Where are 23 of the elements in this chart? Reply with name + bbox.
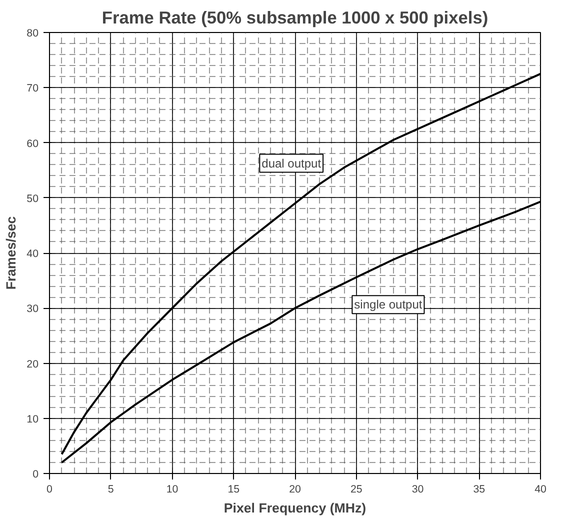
series-label: dual output (262, 156, 322, 170)
y-tick-label: 70 (26, 82, 39, 95)
chart-title: Frame Rate (50% subsample 1000 x 500 pixels) (102, 8, 488, 28)
y-tick-label: 80 (26, 28, 39, 40)
x-tick-label: 15 (228, 484, 240, 496)
y-tick-label: 40 (26, 248, 39, 260)
x-tick-label: 10 (166, 484, 178, 496)
x-tick-label: 40 (534, 484, 546, 496)
x-tick-label: 20 (289, 484, 301, 496)
y-tick-label: 20 (26, 358, 39, 370)
series-label: single output (354, 298, 423, 312)
y-axis-title: Frames/sec (4, 216, 19, 290)
y-tick-label: 30 (26, 303, 39, 316)
x-tick-label: 0 (46, 484, 53, 496)
x-tick-label: 5 (108, 484, 114, 496)
y-tick-label: 60 (26, 138, 39, 150)
y-tick-label: 10 (26, 413, 39, 426)
x-tick-label: 35 (473, 484, 486, 496)
x-axis-title: Pixel Frequency (MHz) (224, 500, 366, 516)
x-tick-label: 30 (412, 484, 424, 496)
x-tick-label: 25 (350, 484, 362, 496)
y-tick-label: 0 (32, 468, 39, 480)
y-tick-label: 50 (26, 192, 39, 205)
